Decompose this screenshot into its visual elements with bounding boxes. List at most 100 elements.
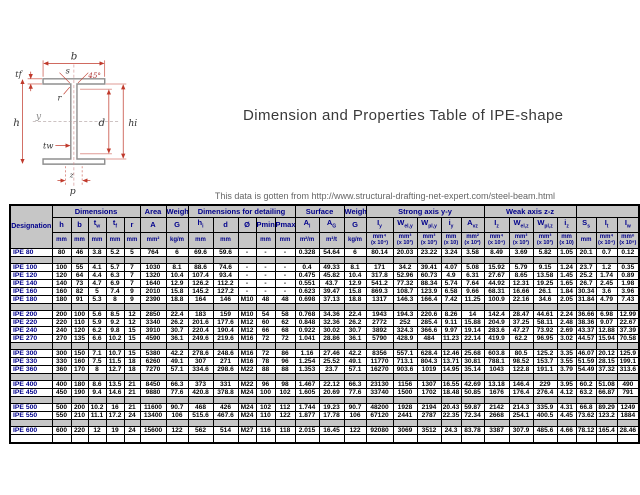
separator-cell [212,302,239,311]
separator-cell [294,255,320,264]
table-cell: 47.27 [508,325,534,335]
diagram-label-h: h [13,117,20,129]
table-cell: 3.02 [556,333,577,343]
table-cell: 153.7 [532,356,558,366]
separator-cell [440,418,462,427]
table-cell: M10 [237,309,257,319]
table-row: IPE 300 300 150 7.1 10.7 15 5380 42.2 278.6 248.6… [9,348,640,358]
table-cell: - [274,262,296,272]
table-cell: 8 [87,364,107,374]
unit-multiplier: (x 10³) [512,240,530,246]
separator-cell [575,418,597,427]
table-cell: 1640 [139,278,167,288]
table-cell: 102 [274,387,296,397]
table-cell: 23.7 [318,364,345,374]
table-cell: 8.5 [105,309,125,319]
table-cell: 4.4 [87,270,107,280]
separator-cell [416,341,442,350]
diagram-label-p: p [70,186,76,196]
separator-cell [532,302,558,311]
separator-row [9,395,640,404]
col-header-symbol: iy [440,217,462,233]
table-cell: 59.87 [460,402,485,412]
separator-cell [440,395,462,404]
table-cell: 15600 [139,425,167,435]
table-cell: 30.7 [165,325,189,335]
table-cell: M16 [237,333,257,343]
table-cell: 10.7 [105,348,125,358]
separator-cell [575,395,597,404]
col-header-symbol: Wpl,z [532,217,558,233]
separator-cell [508,302,534,311]
table-cell: 2850 [139,309,167,319]
page-title: Dimension and Properties Table of IPE-sh… [243,107,564,124]
table-cell: 1928 [392,402,418,412]
separator-cell [483,418,510,427]
table-cell: 22.16 [508,294,534,304]
table-cell: 30.81 [460,356,485,366]
table-cell: 36.1 [343,333,367,343]
table-cell: 210 [70,410,89,420]
table-cell: 64 [70,270,89,280]
table-cell: M22 [237,364,257,374]
col-header-symbol: h [51,217,72,233]
table-cell: 55 [70,262,89,272]
table-cell: 11.1 [87,410,107,420]
table-cell: 7.1 [87,348,107,358]
separator-cell [318,372,345,381]
table-cell: 62 [274,317,296,327]
empty-cell [532,433,558,443]
table-cell: 66.8 [575,402,597,412]
table-cell: 298.6 [212,364,239,374]
table-cell: 0.768 [294,309,320,319]
table-cell: 419.9 [483,333,510,343]
table-cell: 3.35 [556,348,577,358]
unit-multiplier: (x 10³) [420,240,438,246]
table-row: IPE 140 140 73 4.7 6.9 7 1640 12.9 126.2 112.2- - -… [9,278,640,288]
separator-cell [440,341,462,350]
empty-cell [51,433,72,443]
separator-cell [343,395,367,404]
table-cell: 3.58 [460,247,485,257]
table-cell: 2010 [139,286,167,296]
table-cell: 8.6 [87,379,107,389]
empty-cell [616,433,640,443]
table-cell: 82 [70,286,89,296]
table-cell: 5 [87,286,107,296]
table-cell: 30.7 [343,325,367,335]
table-cell: 13.18 [483,379,510,389]
table-cell: 164 [187,294,214,304]
table-cell: 25.2 [575,270,597,280]
table-cell: 1249 [616,402,640,412]
table-cell: 5.82 [532,247,558,257]
table-cell: 78 [255,356,276,366]
table-cell: M12 [237,317,257,327]
table-cell: 9.15 [532,262,558,272]
separator-cell [318,395,345,404]
table-cell: - [255,247,276,257]
table-cell: 18.8 [343,294,367,304]
table-cell: 12 [87,425,107,435]
separator-cell [440,302,462,311]
table-cell: 270 [51,333,72,343]
separator-row [9,302,640,311]
separator-cell [105,395,125,404]
unit-multiplier: (x 10³) [536,240,554,246]
table-cell: 23.22 [416,247,442,257]
table-cell: 276.4 [532,387,558,397]
table-cell: 500 [51,402,72,412]
table-cell: 6.6 [87,333,107,343]
table-cell: 307 [187,356,214,366]
table-cell: 30.02 [318,325,345,335]
table-cell: 177.6 [212,317,239,327]
separator-cell [460,395,485,404]
separator-cell [508,341,534,350]
table-cell: 2.05 [556,294,577,304]
table-cell: 5.79 [508,262,534,272]
table-cell: 3.8 [87,247,107,257]
table-cell: 3387 [483,425,510,435]
table-cell: 20.69 [318,387,345,397]
table-cell: 83.78 [460,425,485,435]
empty-cell [575,433,597,443]
table-cell: 20.03 [392,247,418,257]
